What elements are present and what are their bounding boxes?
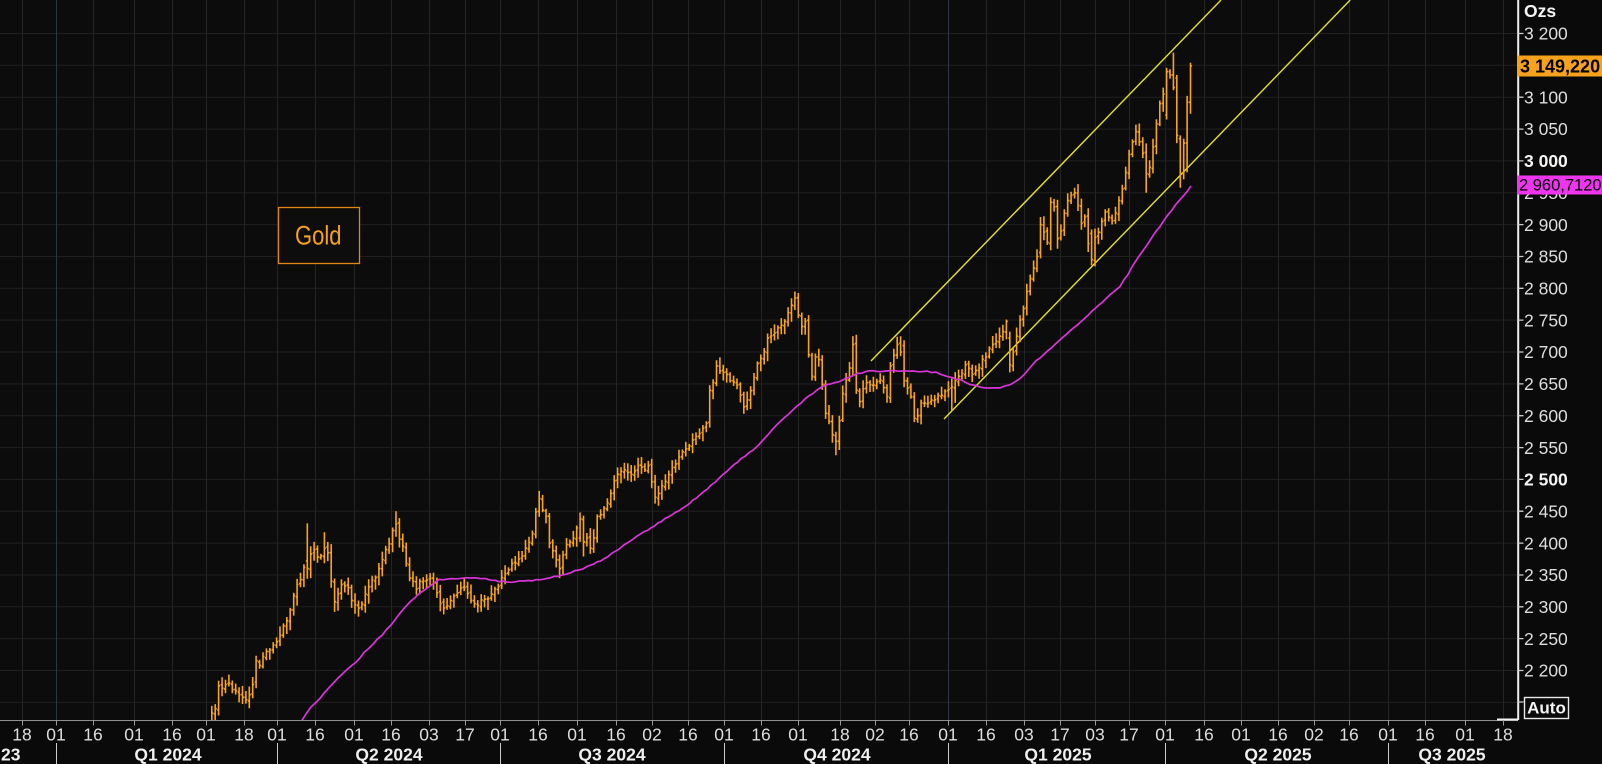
svg-text:2 450: 2 450 [1524,502,1568,522]
svg-text:01: 01 [124,725,143,745]
svg-text:3 149,220: 3 149,220 [1520,57,1600,77]
svg-text:2 600: 2 600 [1524,406,1568,426]
svg-text:Q3 2025: Q3 2025 [1418,745,1485,764]
svg-text:01: 01 [267,725,286,745]
svg-text:01: 01 [196,725,215,745]
svg-text:Ozs: Ozs [1524,1,1556,21]
svg-text:17: 17 [455,725,474,745]
svg-text:16: 16 [1415,725,1434,745]
svg-text:02: 02 [865,725,884,745]
svg-text:2 850: 2 850 [1524,247,1568,267]
svg-text:16: 16 [899,725,918,745]
svg-text:23: 23 [1,745,21,764]
svg-text:01: 01 [567,725,586,745]
svg-text:3 050: 3 050 [1524,119,1568,139]
svg-text:16: 16 [606,725,625,745]
svg-text:18: 18 [1493,725,1512,745]
svg-text:2 350: 2 350 [1524,565,1568,585]
svg-text:Q1 2025: Q1 2025 [1024,745,1091,764]
svg-text:01: 01 [344,725,363,745]
svg-text:Auto: Auto [1527,699,1566,718]
svg-text:01: 01 [788,725,807,745]
svg-text:Q1 2024: Q1 2024 [134,745,201,764]
svg-text:2 650: 2 650 [1524,374,1568,394]
svg-text:2 550: 2 550 [1524,438,1568,458]
svg-text:16: 16 [1194,725,1213,745]
svg-text:2 250: 2 250 [1524,629,1568,649]
svg-text:01: 01 [1231,725,1250,745]
svg-text:02: 02 [642,725,661,745]
svg-text:01: 01 [1378,725,1397,745]
svg-text:16: 16 [976,725,995,745]
svg-text:16: 16 [528,725,547,745]
svg-text:2 500: 2 500 [1524,470,1568,490]
svg-text:2 750: 2 750 [1524,310,1568,330]
svg-text:3 000: 3 000 [1524,151,1568,171]
svg-text:18: 18 [12,725,31,745]
svg-text:01: 01 [490,725,509,745]
svg-text:01: 01 [714,725,733,745]
svg-text:3 100: 3 100 [1524,87,1568,107]
svg-text:Q4 2024: Q4 2024 [803,745,870,764]
svg-text:2 300: 2 300 [1524,597,1568,617]
svg-text:Q2 2025: Q2 2025 [1244,745,1311,764]
svg-text:16: 16 [1268,725,1287,745]
svg-text:16: 16 [1339,725,1358,745]
svg-text:03: 03 [1014,725,1033,745]
svg-text:2 400: 2 400 [1524,533,1568,553]
svg-text:16: 16 [381,725,400,745]
svg-text:2 960,7120: 2 960,7120 [1519,177,1602,195]
svg-text:01: 01 [1155,725,1174,745]
svg-text:2 700: 2 700 [1524,342,1568,362]
svg-text:01: 01 [938,725,957,745]
svg-text:2 800: 2 800 [1524,279,1568,299]
svg-text:17: 17 [1050,725,1069,745]
svg-text:16: 16 [751,725,770,745]
svg-text:16: 16 [678,725,697,745]
svg-text:Q2 2024: Q2 2024 [355,745,422,764]
svg-text:16: 16 [305,725,324,745]
svg-text:03: 03 [1085,725,1104,745]
svg-text:16: 16 [83,725,102,745]
svg-text:01: 01 [46,725,65,745]
svg-text:18: 18 [830,725,849,745]
svg-text:17: 17 [1119,725,1138,745]
svg-text:2 200: 2 200 [1524,661,1568,681]
svg-text:2 900: 2 900 [1524,215,1568,235]
svg-text:Q3 2024: Q3 2024 [578,745,645,764]
svg-text:16: 16 [162,725,181,745]
svg-text:01: 01 [1455,725,1474,745]
svg-text:03: 03 [419,725,438,745]
svg-text:18: 18 [234,725,253,745]
svg-text:Gold: Gold [295,221,342,251]
svg-text:3 200: 3 200 [1524,24,1568,44]
svg-text:02: 02 [1304,725,1323,745]
